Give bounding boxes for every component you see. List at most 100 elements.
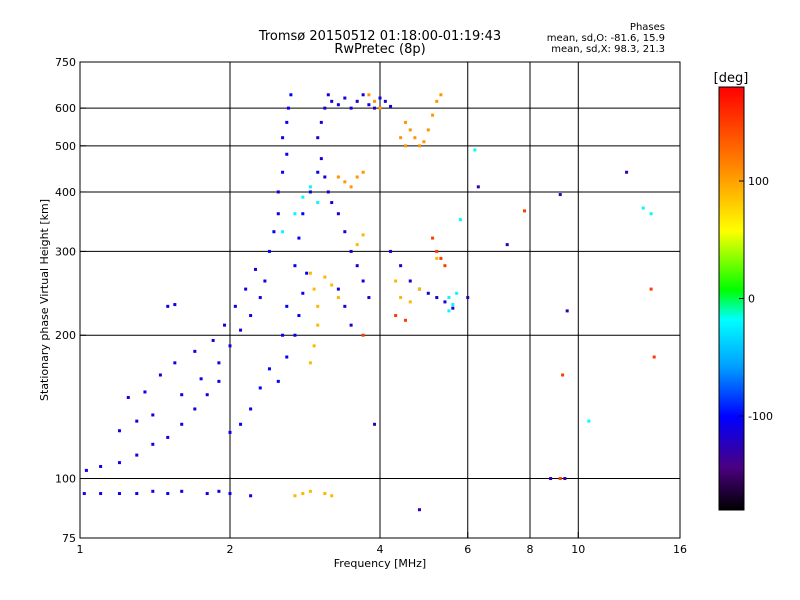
data-point xyxy=(435,249,439,253)
data-point xyxy=(297,314,301,318)
data-point xyxy=(330,201,334,205)
data-point xyxy=(180,393,184,397)
data-point xyxy=(343,180,347,184)
data-point xyxy=(308,489,312,493)
data-point xyxy=(301,291,305,295)
data-point xyxy=(422,140,426,144)
data-point xyxy=(458,218,462,222)
data-point xyxy=(151,442,155,446)
data-point xyxy=(180,422,184,426)
data-point xyxy=(308,271,312,275)
data-point xyxy=(293,494,297,498)
y-tick-label: 300 xyxy=(55,245,76,258)
data-point xyxy=(336,103,340,107)
data-point xyxy=(281,230,285,234)
data-point xyxy=(308,361,312,365)
data-point xyxy=(316,136,320,140)
colorbar-tick-label: 0 xyxy=(748,293,755,306)
data-point xyxy=(281,170,285,174)
data-point xyxy=(403,120,407,124)
data-point xyxy=(267,367,271,371)
data-point xyxy=(326,190,330,194)
data-point xyxy=(166,304,170,308)
data-point xyxy=(217,489,221,493)
colorbar-tick-label: -100 xyxy=(748,410,773,423)
data-point xyxy=(253,267,257,271)
data-point xyxy=(211,338,215,342)
data-point xyxy=(361,233,365,237)
data-point xyxy=(117,429,121,433)
data-point xyxy=(431,113,435,117)
data-point xyxy=(355,264,359,268)
data-point xyxy=(367,296,371,300)
data-point xyxy=(293,212,297,216)
data-point xyxy=(228,492,232,496)
data-point xyxy=(166,492,170,496)
data-point xyxy=(473,148,477,152)
data-point xyxy=(408,279,412,283)
data-point xyxy=(343,230,347,234)
data-point xyxy=(349,249,353,253)
data-point xyxy=(349,323,353,327)
data-point xyxy=(389,249,393,253)
data-point xyxy=(323,106,327,110)
data-point xyxy=(301,195,305,199)
data-point xyxy=(649,287,653,291)
data-point xyxy=(378,96,382,100)
data-point xyxy=(228,430,232,434)
data-point xyxy=(408,128,412,132)
data-point xyxy=(417,144,421,148)
data-point xyxy=(272,230,276,234)
x-axis-label: Frequency [MHz] xyxy=(334,557,426,570)
data-point xyxy=(413,136,417,140)
data-point xyxy=(281,136,285,140)
data-point xyxy=(447,309,451,313)
data-point xyxy=(316,170,320,174)
stats-x: mean, sd,X: 98.3, 21.3 xyxy=(551,44,665,55)
data-point xyxy=(455,291,459,295)
data-point xyxy=(367,103,371,107)
data-point xyxy=(135,492,139,496)
data-point xyxy=(336,175,340,179)
data-point xyxy=(316,323,320,327)
data-point xyxy=(355,99,359,103)
x-tick-label: 16 xyxy=(673,543,687,556)
data-point xyxy=(143,390,147,394)
colorbar-ticks: 100 0 -100 xyxy=(739,175,773,423)
data-point xyxy=(239,422,243,426)
data-point xyxy=(166,435,170,439)
data-point xyxy=(205,393,209,397)
data-point xyxy=(305,271,309,275)
data-point xyxy=(151,489,155,493)
data-point xyxy=(361,93,365,97)
data-point xyxy=(228,344,232,348)
data-point xyxy=(326,93,330,97)
data-point xyxy=(330,99,334,103)
data-point xyxy=(285,304,289,308)
x-tick-label: 4 xyxy=(377,543,384,556)
data-point xyxy=(135,419,139,423)
data-point xyxy=(319,120,323,124)
data-point xyxy=(558,193,562,197)
data-point xyxy=(523,209,527,213)
data-point xyxy=(373,422,377,426)
data-point xyxy=(373,106,377,110)
data-point xyxy=(199,377,203,381)
data-point xyxy=(249,494,253,498)
data-point xyxy=(330,494,334,498)
data-point xyxy=(652,355,656,359)
data-point xyxy=(443,300,447,304)
x-tick-label: 6 xyxy=(464,543,471,556)
data-point xyxy=(549,477,553,481)
data-point xyxy=(258,386,262,390)
data-point xyxy=(323,175,327,179)
data-point xyxy=(319,157,323,161)
plot-area xyxy=(80,62,680,538)
data-point xyxy=(565,309,569,313)
data-point xyxy=(394,314,398,318)
data-point xyxy=(439,93,443,97)
data-point xyxy=(343,304,347,308)
data-point xyxy=(399,136,403,140)
colorbar xyxy=(718,86,745,511)
